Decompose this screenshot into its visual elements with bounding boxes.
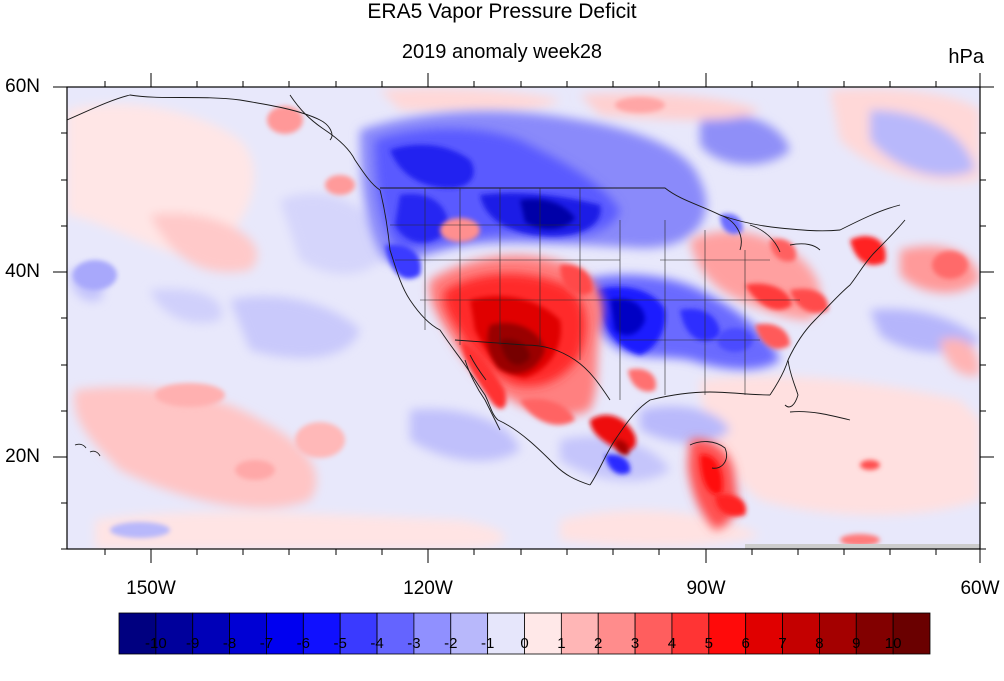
colorbar-tick-label: -7 bbox=[259, 635, 274, 652]
pale-anomaly-patches bbox=[67, 88, 980, 549]
colorbar-tick-label: -1 bbox=[480, 635, 495, 652]
colorbar-tick-label: -8 bbox=[222, 635, 237, 652]
colorbar-tick-label: 5 bbox=[704, 635, 713, 652]
colorbar-swatch bbox=[745, 612, 783, 655]
colorbar-tick-label: -3 bbox=[407, 635, 421, 652]
colorbar-tick-label: 4 bbox=[667, 635, 677, 652]
colorbar-tick-label: 6 bbox=[741, 635, 750, 652]
positive-anomaly-southwest bbox=[429, 255, 604, 425]
colorbar-swatch bbox=[634, 612, 673, 655]
colorbar-tick-label: 8 bbox=[815, 635, 824, 652]
lon-label-90w: 90W bbox=[686, 578, 726, 599]
colorbar-swatch bbox=[413, 612, 452, 655]
colorbar-tick-label: 10 bbox=[884, 635, 902, 652]
colorbar-swatch bbox=[266, 612, 304, 655]
colorbar-tick-label: -6 bbox=[296, 635, 310, 652]
map-subtitle: 2019 anomaly week28 bbox=[401, 41, 603, 63]
lon-label-60w: 60W bbox=[960, 578, 1000, 599]
colorbar-swatch bbox=[229, 612, 267, 655]
colorbar-tick-label: -5 bbox=[333, 635, 347, 652]
colorbar-tick-label: -4 bbox=[370, 635, 384, 652]
colorbar-swatch bbox=[560, 612, 599, 655]
lon-label-120w: 120W bbox=[403, 578, 453, 599]
colorbar-tick-label: 3 bbox=[630, 635, 640, 652]
lat-label-40n: 40N bbox=[5, 261, 40, 282]
colorbar-tick-label: 2 bbox=[594, 635, 603, 652]
map-title: ERA5 Vapor Pressure Deficit bbox=[367, 0, 637, 23]
positive-anomaly-east bbox=[690, 213, 886, 349]
colorbar-tick-label: 1 bbox=[557, 635, 566, 652]
axis-ticks bbox=[53, 73, 994, 563]
colorbar-swatch bbox=[192, 612, 230, 655]
anomaly-field bbox=[67, 87, 980, 549]
colorbar-swatch bbox=[302, 612, 341, 655]
colorbar-tick-label: -2 bbox=[444, 635, 458, 652]
colorbar-tick-label: 0 bbox=[520, 635, 529, 652]
colorbar-swatch bbox=[450, 612, 489, 655]
units-label: hPa bbox=[948, 46, 984, 68]
lon-label-150w: 150W bbox=[126, 578, 176, 599]
coastlines-and-borders bbox=[67, 94, 906, 486]
colorbar-tick-label: 7 bbox=[778, 635, 787, 652]
colorbar-swatch bbox=[376, 612, 415, 655]
colorbar bbox=[118, 612, 931, 655]
colorbar-tick-label: -10 bbox=[145, 635, 167, 652]
lat-label-20n: 20N bbox=[5, 446, 40, 467]
colorbar-swatch bbox=[892, 612, 931, 655]
colorbar-tick-label: -9 bbox=[186, 635, 200, 652]
negative-anomaly-north bbox=[360, 111, 707, 279]
colorbar-swatch bbox=[155, 612, 194, 655]
lat-label-60n: 60N bbox=[5, 76, 40, 97]
missing-data-strip bbox=[745, 544, 980, 549]
colorbar-swatch bbox=[339, 612, 378, 655]
colorbar-tick-label: 9 bbox=[852, 635, 861, 652]
colorbar-swatch bbox=[819, 612, 857, 655]
colorbar-swatch bbox=[855, 612, 894, 655]
small-anomaly-specks bbox=[73, 97, 968, 546]
